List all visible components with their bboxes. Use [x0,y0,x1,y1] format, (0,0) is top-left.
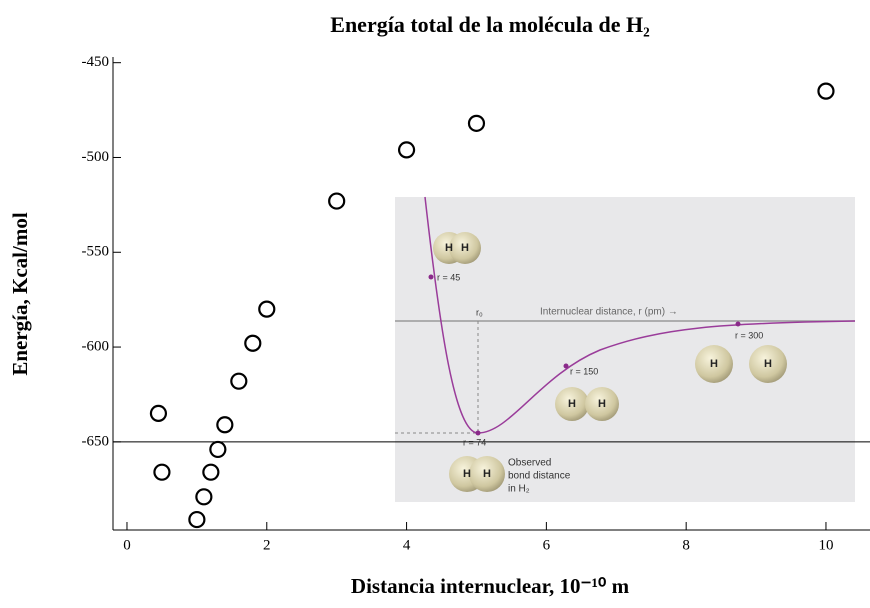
x-tick-label: 2 [263,537,271,553]
y-tick-label: -450 [82,54,110,70]
inset-text: r = 74 [463,437,486,447]
inset-text: Internuclear distance, r (pm) → [540,307,678,318]
inset-text: r = 45 [437,272,460,282]
y-tick-label: -650 [82,433,110,449]
chart: Energía total de la molécula de H₂ Dista… [0,0,870,603]
point [469,116,484,131]
point [151,406,166,421]
y-axis-label: Energía, Kcal/mol [8,212,32,375]
inset-text: r = 150 [570,366,598,376]
point [154,465,169,480]
point [203,465,218,480]
y-tick-label: -600 [82,338,110,354]
atom-label: H [463,468,471,480]
y-tick-label: -500 [82,149,110,165]
x-tick-label: 4 [403,537,411,553]
x-tick-label: 0 [123,537,131,553]
x-tick-label: 8 [682,537,690,553]
point [245,336,260,351]
point [818,84,833,99]
x-axis-label: Distancia internuclear, 10⁻¹⁰ m [351,574,630,598]
inset-text: r = 300 [735,330,763,340]
inset-text: r₀ [476,307,483,317]
atom-label: H [568,398,576,410]
point [259,302,274,317]
point [329,194,344,209]
point [231,374,246,389]
inset-text: Observed [508,458,551,469]
point [189,512,204,527]
atom-label: H [461,242,469,254]
inset-text: bond distance [508,471,571,482]
point [210,442,225,457]
point [217,417,232,432]
atom-label: H [445,242,453,254]
x-tick-label: 10 [818,537,833,553]
inset-text: in H₂ [508,484,530,495]
atom-label: H [483,468,491,480]
point [399,142,414,157]
point [196,489,211,504]
x-tick-label: 6 [543,537,551,553]
atom-label: H [764,358,772,370]
atom-label: H [598,398,606,410]
y-tick-label: -550 [82,244,110,260]
chart-title: Energía total de la molécula de H₂ [330,12,650,37]
atom-label: H [710,358,718,370]
